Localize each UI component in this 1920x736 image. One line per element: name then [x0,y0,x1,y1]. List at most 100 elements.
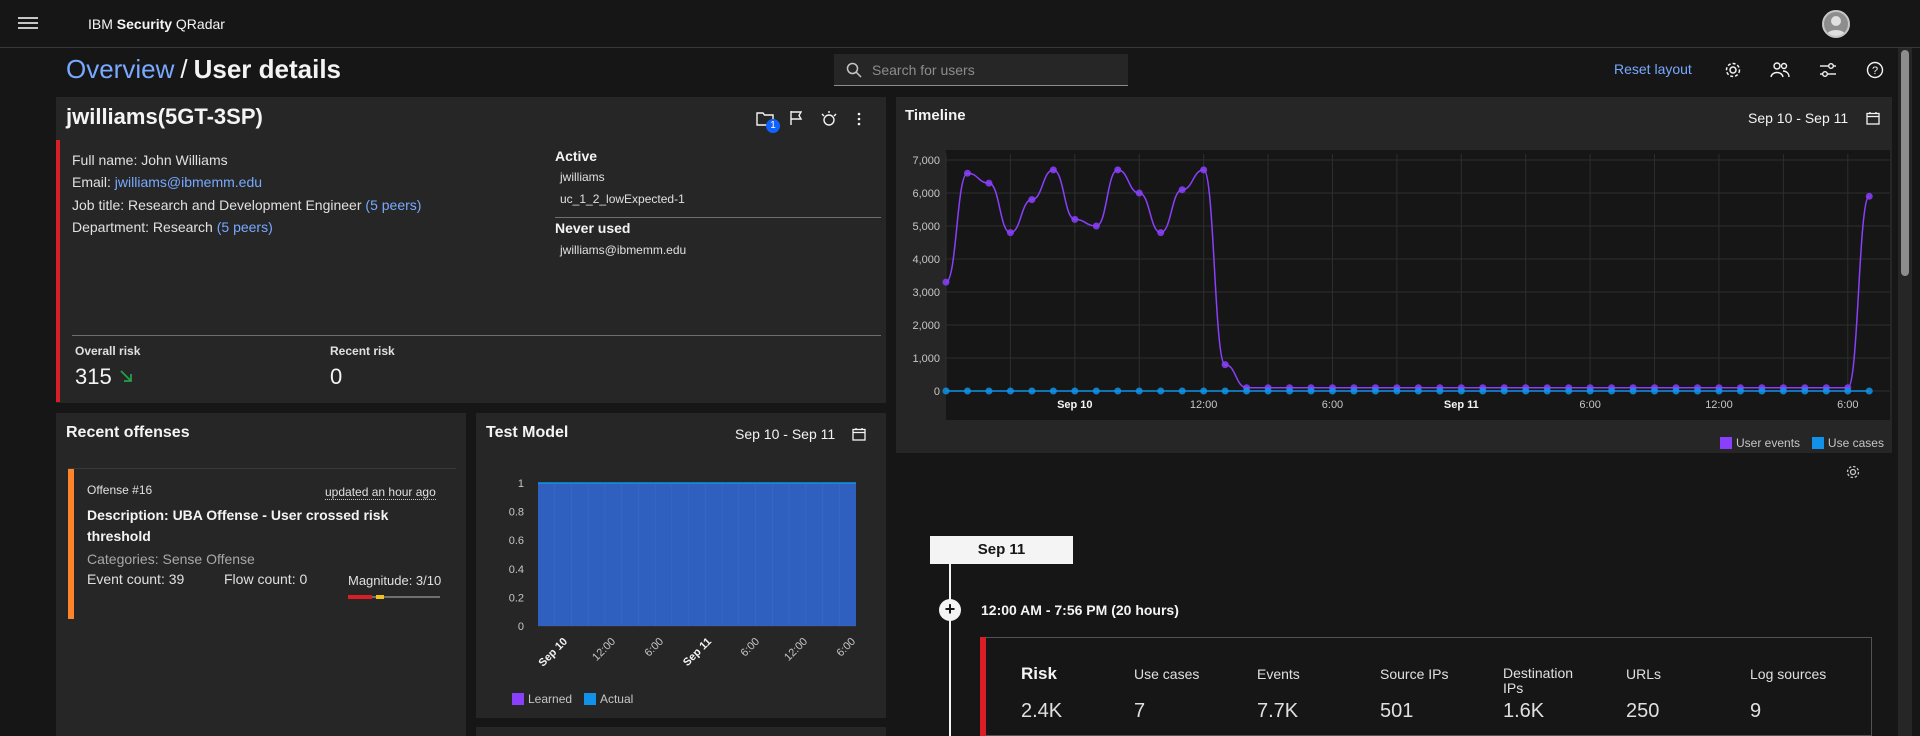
offense-id[interactable]: Offense #16 [87,483,153,497]
timeline-point [1200,166,1208,174]
timeline-x-tick-label: 6:00 [1837,399,1858,411]
timeline-point [1071,215,1079,223]
timeline-chart: 0 1,000 2,000 3,000 4,000 5,000 6,000 7,000 Sep … [912,150,1890,420]
test-model-x-tick-label: Sep 11 [681,636,714,669]
timeline-point [1221,387,1229,395]
brand-bold: Security [116,16,173,32]
stat-value-destination-ips: 1.6K [1503,700,1545,722]
test-model-y-tick-label: 0.6 [509,535,524,547]
user-email-row: Email: jwilliams@ibmemm.edu [72,174,262,190]
gear-icon[interactable] [1723,60,1743,80]
department-peers-link[interactable]: (5 peers) [216,219,273,235]
test-model-date-range[interactable]: Sep 10 - Sep 11 [735,426,836,442]
timeline-y-tick-label: 0 [934,386,940,398]
calendar-icon[interactable] [1866,111,1880,125]
offense-flow-count: Flow count: 0 [224,571,308,587]
offense-updated: updated an hour ago [325,485,436,500]
timeline-point [1543,387,1551,395]
stat-value-log-sources: 9 [1750,700,1762,722]
reset-layout-link[interactable]: Reset layout [1614,61,1692,77]
user-email-link[interactable]: jwilliams@ibmemm.edu [114,174,263,190]
learned-legend-label: Learned [528,692,573,706]
offense-item[interactable] [68,469,456,619]
timeline-point [1736,387,1744,395]
user-summary-card [56,97,886,403]
stat-value-events: 7.7K [1257,700,1299,722]
calendar-icon[interactable] [852,427,866,441]
timeline-point [1500,387,1508,395]
expand-plus-icon[interactable]: + [939,599,961,621]
user-job-title: Job title: Research and Development Engi… [72,197,362,213]
timeline-point [1436,387,1444,395]
timeline-point [1414,387,1422,395]
timeline-x-tick-label: 12:00 [1705,399,1733,411]
offenses-divider [68,468,456,469]
actual-legend-label: Actual [599,692,634,706]
search-input[interactable] [872,54,1120,85]
timeline-point [1157,229,1165,237]
timeline-point [942,387,950,395]
offense-description-line2: threshold [87,528,151,544]
watch-user-icon[interactable] [820,110,838,128]
recent-risk-label: Recent risk [330,344,395,358]
summary-risk-bar [980,637,986,736]
recent-offenses-title: Recent offenses [66,424,190,441]
search-box[interactable] [834,54,1128,86]
timeline-point [1200,387,1208,395]
user-department: Department: Research [72,219,213,235]
test-model-title: Test Model [486,424,569,441]
active-account-2: uc_1_2_lowExpected-1 [560,192,685,206]
test-model-legend: Learned Actual [512,690,633,706]
hamburger-menu-icon[interactable] [18,14,38,34]
job-peers-link[interactable]: (5 peers) [365,197,422,213]
page-scrollbar[interactable] [1898,48,1912,736]
user-full-name: Full name: John Williams [72,152,228,168]
timeline-point [1028,387,1036,395]
open-cases-icon[interactable]: 1 [756,110,780,133]
user-groups-icon[interactable] [1770,60,1790,80]
timeline-point [1715,387,1723,395]
breadcrumb-overview-link[interactable]: Overview [66,54,175,84]
user-events-legend-label: User events [1736,436,1801,450]
stat-label-use-cases: Use cases [1134,666,1200,682]
overflow-menu-icon[interactable] [855,111,863,127]
use-cases-legend-swatch [1811,437,1824,450]
timeline-date-range[interactable]: Sep 10 - Sep 11 [1748,110,1849,126]
timeline-point [1006,229,1014,237]
user-title: jwilliams(5GT-3SP) [66,104,263,129]
stat-label-log-sources: Log sources [1750,666,1827,682]
timeline-point [1651,387,1659,395]
timeline-point [1114,387,1122,395]
flag-icon[interactable] [788,110,804,126]
help-icon[interactable]: ? [1865,60,1885,80]
svg-text:?: ? [1872,65,1878,77]
timeline-y-tick-label: 2,000 [912,320,940,332]
active-account-1: jwilliams [560,170,605,184]
timeline-line [949,564,951,736]
user-avatar-icon[interactable] [1822,10,1850,38]
timeline-point [1865,192,1873,200]
stat-label-destination-ips: Destination IPs [1503,665,1574,696]
timeline-point [1693,387,1701,395]
use-cases-legend-label: Use cases [1827,436,1884,450]
timeline-point [1371,387,1379,395]
timeline-day-label: Sep 11 [930,536,1073,564]
offense-description-line1: Description: UBA Offense - User crossed … [87,507,389,523]
brand-prefix: IBM [88,16,117,32]
magnitude-track [348,596,440,598]
settings-gear-icon[interactable] [1845,464,1861,480]
timeline-y-tick-label: 3,000 [912,287,940,299]
timeline-point [1049,166,1057,174]
sliders-icon[interactable] [1818,60,1838,80]
user-department-row: Department: Research (5 peers) [72,219,273,235]
timeline-point [1264,387,1272,395]
timeline-point [1801,387,1809,395]
left-rail [0,48,56,736]
breadcrumb: Overview / User details [66,54,341,85]
stat-label-urls: URLs [1626,666,1662,682]
scrollbar-thumb[interactable] [1901,50,1909,276]
product-brand: IBM Security QRadar [88,16,225,32]
offense-categories: Categories: Sense Offense [87,551,255,567]
magnitude-fill-yellow [376,595,384,599]
timeline-point [1157,387,1165,395]
